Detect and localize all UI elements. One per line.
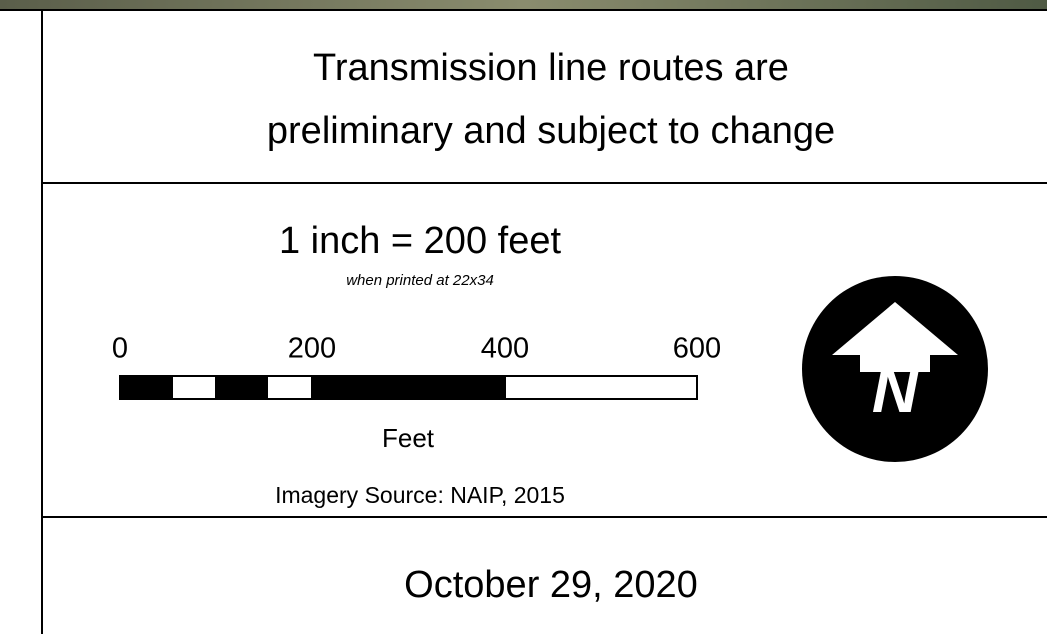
scale-bar [120, 376, 697, 399]
north-arrow-label: N [872, 354, 920, 426]
map-legend: Transmission line routes are preliminary… [0, 0, 1047, 634]
title-line: preliminary and subject to change [267, 110, 835, 152]
scale-unit: Feet [382, 423, 435, 453]
scale-segment [267, 376, 312, 399]
imagery-source: Imagery Source: NAIP, 2015 [275, 482, 565, 508]
scale-tick-label: 600 [673, 333, 721, 365]
north-arrow: N [802, 276, 988, 462]
scale-tick-label: 0 [112, 333, 128, 365]
scale-tick-label: 200 [288, 333, 336, 365]
date: October 29, 2020 [404, 564, 698, 606]
title-line: Transmission line routes are [313, 47, 789, 89]
scale-segment [505, 376, 697, 399]
scale-segment [120, 376, 172, 399]
scale-note: when printed at 22x34 [346, 272, 494, 289]
scale-segment [172, 376, 216, 399]
imagery-strip [0, 0, 1047, 10]
scale-text: 1 inch = 200 feet [279, 220, 561, 262]
scale-segment [312, 376, 505, 399]
scale-segment [216, 376, 267, 399]
scale-tick-label: 400 [481, 333, 529, 365]
